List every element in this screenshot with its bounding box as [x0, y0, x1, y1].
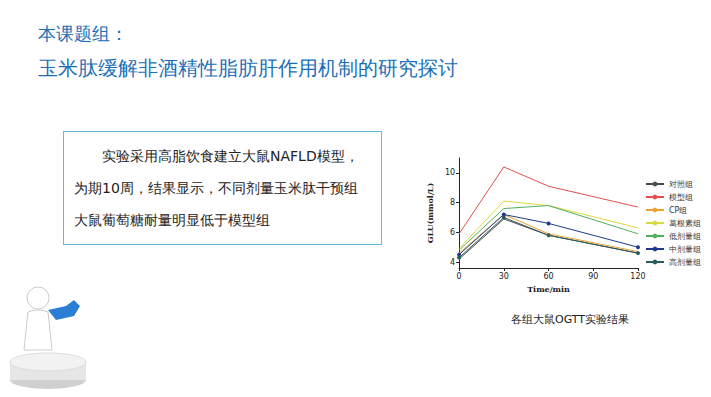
svg-text:对照组: 对照组: [669, 180, 693, 189]
svg-text:高剂量组: 高剂量组: [669, 258, 701, 267]
svg-text:Time/min: Time/min: [527, 284, 570, 294]
svg-text:8: 8: [450, 198, 455, 207]
html-text:实验采用高脂饮食建立大鼠NAFLD模型，为期10周，结果显示: 实验采用高脂饮食建立大鼠NAFLD模型，为期10周，结果显示，不同剂量玉米肽干预…: [74, 148, 359, 228]
svg-text:CP组: CP组: [669, 206, 687, 215]
svg-text:4: 4: [450, 258, 455, 267]
svg-text:0: 0: [457, 272, 462, 281]
svg-text:葛根素组: 葛根素组: [669, 219, 701, 228]
html-text:玉米肽缓解非酒精性脂肪肝作用机制的研究探讨: 玉米肽缓解非酒精性脂肪肝作用机制的研究探讨: [38, 56, 458, 80]
svg-text:中剂量组: 中剂量组: [669, 245, 701, 254]
svg-text:模型组: 模型组: [669, 193, 693, 202]
svg-text:低剂量组: 低剂量组: [669, 232, 701, 241]
svg-text:90: 90: [588, 272, 598, 281]
svg-text:30: 30: [499, 272, 509, 281]
svg-text:10: 10: [445, 168, 455, 177]
svg-text:120: 120: [630, 272, 645, 281]
html-text:各组大鼠OGTT实验结果: 各组大鼠OGTT实验结果: [511, 313, 629, 326]
html-text:本课题组：: 本课题组：: [38, 23, 128, 44]
svg-text:GLU(mmol/L): GLU(mmol/L): [425, 183, 435, 244]
svg-text:60: 60: [543, 272, 553, 281]
svg-text:6: 6: [450, 228, 455, 237]
